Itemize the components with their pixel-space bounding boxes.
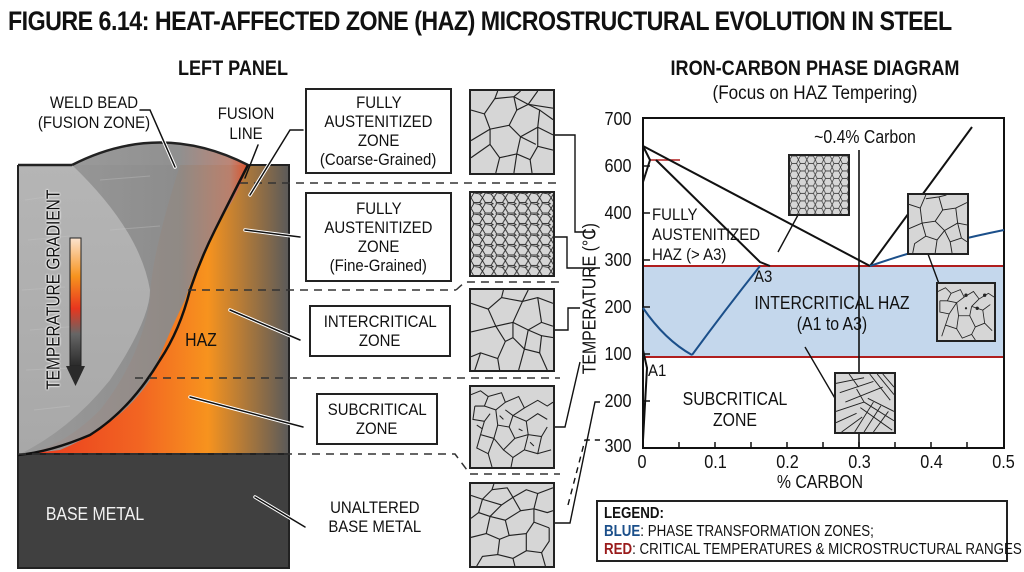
x-tick: 0.5: [992, 452, 1015, 472]
y-tick: 400: [604, 203, 632, 223]
legend: LEGEND: BLUE: PHASE TRANSFORMATION ZONES…: [596, 500, 1022, 562]
subcritical-grain-micrograph: [469, 385, 555, 469]
weld-cross-section: [17, 108, 600, 569]
y-tick: 100: [604, 344, 632, 364]
intercritical-haz-label: INTERCRITICAL HAZ (A1 to A3): [753, 293, 911, 335]
legend-red-text: : CRITICAL TEMPERATURES & MICROSTRUCTURA…: [632, 541, 1022, 558]
legend-blue-entry: BLUE: PHASE TRANSFORMATION ZONES;: [604, 523, 945, 541]
legend-heading: LEGEND:: [604, 505, 664, 522]
y-tick: 300: [604, 436, 632, 456]
weld-bead-label: WELD BEAD (FUSION ZONE): [32, 93, 155, 133]
y-tick: 200: [604, 391, 632, 411]
x-tick: 0.3: [848, 452, 871, 472]
intercritical-line2: (A1 to A3): [796, 314, 868, 334]
zone-box-intercritical: INTERCRITICAL ZONE: [309, 305, 451, 357]
zone-text: ZONE: [356, 419, 398, 438]
zone-text: (Coarse-Grained): [320, 150, 437, 169]
zone-text: UNALTERED: [330, 498, 420, 517]
legend-red-entry: RED: CRITICAL TEMPERATURES & MICROSTRUCT…: [604, 541, 1022, 559]
fusion-line-label: FUSION LINE: [213, 104, 280, 144]
base-metal-label: BASE METAL: [45, 504, 145, 524]
weld-bead-label-line1: WELD BEAD: [49, 93, 139, 112]
subcritical-zone-label: SUBCRITICAL ZONE: [678, 389, 792, 431]
subcritical-line1: SUBCRITICAL: [682, 389, 788, 409]
x-axis-title: % CARBON: [776, 472, 864, 492]
left-panel-title: LEFT PANEL: [177, 57, 289, 80]
phase-diagram-subtitle: (Focus on HAZ Tempering): [712, 83, 918, 104]
zone-text: AUSTENITIZED: [324, 112, 433, 131]
x-tick: 0.1: [704, 452, 727, 472]
y-tick: 300: [604, 250, 632, 270]
zone-text: SUBCRITICAL: [327, 400, 427, 419]
y-tick: 700: [604, 109, 632, 129]
zone-text: INTERCRITICAL: [323, 312, 437, 331]
zone-text: (Fine-Grained): [329, 256, 428, 275]
a1-label: A1: [648, 361, 667, 380]
carbon-marker-label: ~0.4% Carbon: [814, 127, 916, 147]
diagram-intercritical-inset: [936, 282, 996, 342]
zone-text: ZONE: [359, 331, 401, 350]
zone-text: FULLY: [355, 199, 402, 218]
zone-text: ZONE: [357, 131, 400, 150]
x-tick: 0.2: [776, 452, 799, 472]
legend-blue-text: : PHASE TRANSFORMATION ZONES;: [640, 523, 874, 540]
weld-bead-label-line2: (FUSION ZONE): [37, 113, 151, 132]
zone-box-fine-grained: FULLY AUSTENITIZED ZONE (Fine-Grained): [305, 192, 452, 282]
y-tick: 200: [604, 297, 632, 317]
fully-austenitized-line3: HAZ (> A3): [652, 245, 727, 264]
figure-title: FIGURE 6.14: HEAT-AFFECTED ZONE (HAZ) MI…: [8, 6, 952, 36]
zone-text: AUSTENITIZED: [324, 218, 433, 237]
y-tick: 600: [604, 156, 632, 176]
fusion-line-label-line2: LINE: [229, 124, 263, 143]
zone-text: ZONE: [357, 237, 400, 256]
x-tick: 0: [637, 452, 647, 472]
intercritical-grain-micrograph: [469, 288, 555, 372]
legend-blue-key: BLUE: [604, 523, 641, 540]
coarse-grain-micrograph: [469, 89, 555, 175]
diagram-martensite-inset: [834, 372, 896, 434]
phase-diagram-title: IRON-CARBON PHASE DIAGRAM: [670, 57, 960, 80]
subcritical-line2: ZONE: [712, 410, 757, 430]
a3-label: A3: [754, 267, 773, 286]
diagram-coarse-grain-inset: [907, 193, 969, 255]
zone-text: BASE METAL: [328, 517, 422, 536]
zone-box-coarse-grained: FULLY AUSTENITIZED ZONE (Coarse-Grained): [305, 88, 452, 174]
legend-red-key: RED: [604, 541, 633, 558]
y-axis-title: TEMPERATURE (°C): [579, 223, 600, 375]
fully-austenitized-line1: FULLY: [652, 205, 698, 224]
zone-box-subcritical: SUBCRITICAL ZONE: [316, 393, 438, 445]
fusion-line-label-line1: FUSION: [217, 104, 275, 123]
intercritical-line1: INTERCRITICAL HAZ: [754, 293, 910, 313]
fully-austenitized-line2: AUSTENITIZED: [652, 225, 761, 244]
base-metal-grain-micrograph: [469, 482, 555, 568]
zone-label-unaltered-base-metal: UNALTERED BASE METAL: [310, 494, 440, 540]
zone-text: FULLY: [355, 93, 402, 112]
diagram-fine-grain-inset: [788, 154, 850, 216]
fine-grain-micrograph: [469, 191, 555, 277]
fully-austenitized-haz-label: FULLY AUSTENITIZED HAZ (> A3): [652, 205, 766, 265]
haz-label: HAZ: [185, 330, 217, 350]
x-tick: 0.4: [920, 452, 943, 472]
